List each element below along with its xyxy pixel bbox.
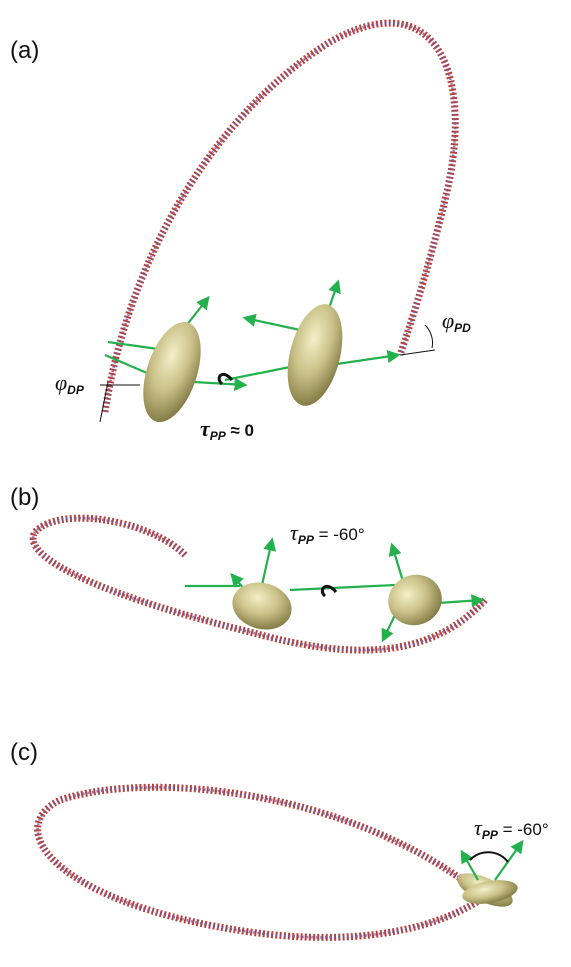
panel-label: (a)	[10, 37, 39, 64]
ellipsoid	[462, 880, 518, 904]
annotation: τPP = -60°	[290, 520, 365, 547]
axis	[260, 537, 277, 586]
panel-b: (b) τPP = -60°	[10, 484, 488, 654]
panel-label: (c)	[10, 739, 38, 766]
axis	[329, 350, 401, 367]
annotation: τPP = -60°	[474, 815, 549, 842]
panel-label: (b)	[10, 484, 39, 511]
panel-c: (c) τPP = -60°	[10, 739, 549, 941]
axis	[460, 849, 479, 881]
ellipsoid	[143, 321, 201, 423]
dna	[36, 786, 481, 939]
axis	[289, 583, 396, 592]
axis	[437, 594, 485, 608]
dna	[34, 783, 483, 941]
dna	[103, 21, 457, 413]
rotation-arrow	[320, 584, 338, 598]
axis	[381, 614, 396, 643]
annotation: φDP	[55, 370, 85, 397]
ellipsoid	[287, 304, 343, 406]
rotation-arrow	[217, 372, 234, 386]
angle-mark	[99, 381, 140, 423]
axis	[224, 363, 301, 382]
dna	[31, 516, 486, 652]
axis	[242, 313, 301, 332]
annotation: φPD	[442, 308, 471, 335]
ellipsoid	[388, 574, 442, 626]
angle-mark	[399, 324, 436, 356]
axis	[494, 839, 524, 881]
annotation: τPP ≈ 0	[200, 416, 254, 443]
panel-a: (a) φDP φPD τPP ≈ 0	[10, 19, 471, 443]
ellipsoid	[232, 582, 292, 630]
angle-mark	[469, 851, 509, 863]
